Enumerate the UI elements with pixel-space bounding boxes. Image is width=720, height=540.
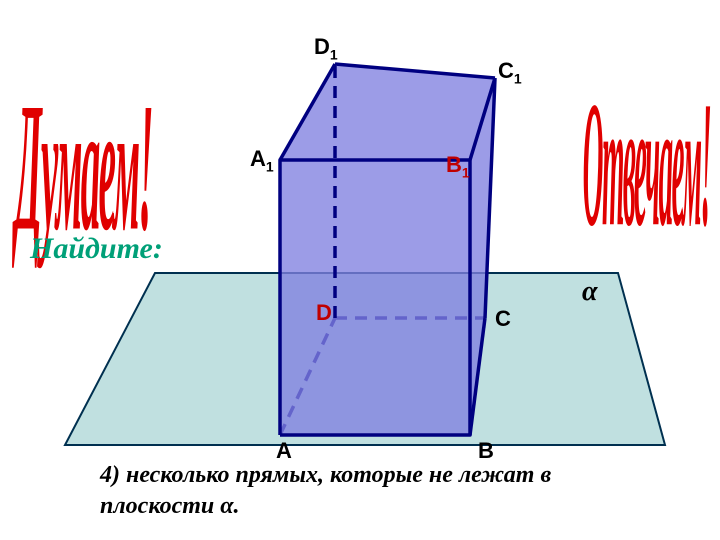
label-B1: B1 bbox=[446, 152, 470, 180]
cube-top-face bbox=[280, 64, 495, 160]
label-D1: D1 bbox=[314, 34, 338, 62]
label-C: C bbox=[495, 306, 511, 332]
label-alpha: α bbox=[582, 276, 598, 308]
label-C1: C1 bbox=[498, 58, 522, 86]
label-D: D bbox=[316, 300, 332, 326]
label-A1: A1 bbox=[250, 146, 274, 174]
cube-front-face bbox=[280, 160, 470, 435]
question-text: 4) несколько прямых, которые не лежат в … bbox=[100, 460, 660, 522]
